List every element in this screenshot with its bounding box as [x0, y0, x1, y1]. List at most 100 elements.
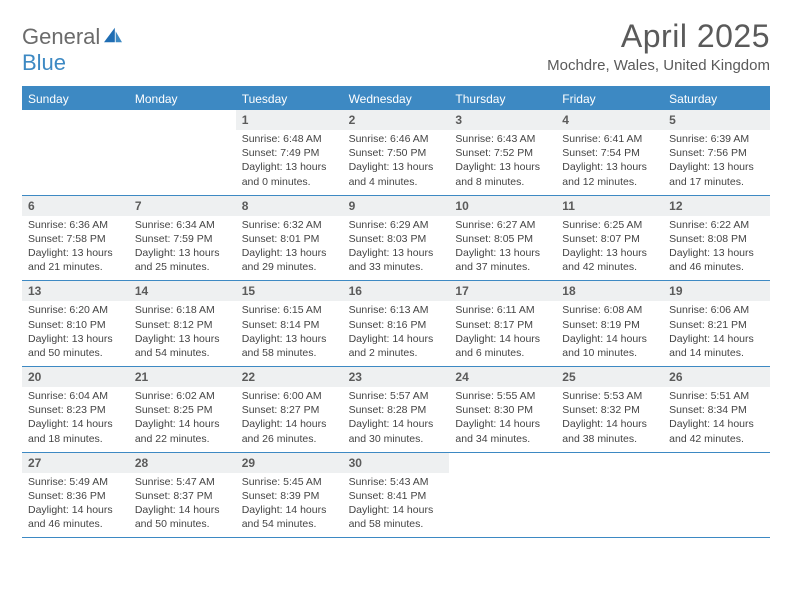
day-cell: 28Sunrise: 5:47 AMSunset: 8:37 PMDayligh… [129, 453, 236, 538]
week-row: 27Sunrise: 5:49 AMSunset: 8:36 PMDayligh… [22, 453, 770, 539]
day-cell: 19Sunrise: 6:06 AMSunset: 8:21 PMDayligh… [663, 281, 770, 366]
day-cell: 12Sunrise: 6:22 AMSunset: 8:08 PMDayligh… [663, 196, 770, 281]
day-number: 24 [449, 367, 556, 387]
dow-tuesday: Tuesday [236, 88, 343, 110]
week-row: 13Sunrise: 6:20 AMSunset: 8:10 PMDayligh… [22, 281, 770, 367]
daylight-text: Daylight: 14 hours and 22 minutes. [135, 417, 230, 445]
day-cell: . [129, 110, 236, 195]
sunset-text: Sunset: 8:16 PM [349, 318, 444, 332]
daylight-text: Daylight: 13 hours and 54 minutes. [135, 332, 230, 360]
day-data: Sunrise: 5:57 AMSunset: 8:28 PMDaylight:… [343, 387, 450, 452]
day-data: Sunrise: 6:25 AMSunset: 8:07 PMDaylight:… [556, 216, 663, 281]
sunrise-text: Sunrise: 6:11 AM [455, 303, 550, 317]
day-cell: 15Sunrise: 6:15 AMSunset: 8:14 PMDayligh… [236, 281, 343, 366]
sunset-text: Sunset: 7:49 PM [242, 146, 337, 160]
daylight-text: Daylight: 14 hours and 10 minutes. [562, 332, 657, 360]
sunrise-text: Sunrise: 6:02 AM [135, 389, 230, 403]
day-cell: 23Sunrise: 5:57 AMSunset: 8:28 PMDayligh… [343, 367, 450, 452]
day-data: Sunrise: 6:27 AMSunset: 8:05 PMDaylight:… [449, 216, 556, 281]
day-data: Sunrise: 5:49 AMSunset: 8:36 PMDaylight:… [22, 473, 129, 538]
daylight-text: Daylight: 13 hours and 37 minutes. [455, 246, 550, 274]
sunset-text: Sunset: 7:56 PM [669, 146, 764, 160]
day-cell: 17Sunrise: 6:11 AMSunset: 8:17 PMDayligh… [449, 281, 556, 366]
calendar-body: ..1Sunrise: 6:48 AMSunset: 7:49 PMDaylig… [22, 110, 770, 538]
day-data: Sunrise: 6:39 AMSunset: 7:56 PMDaylight:… [663, 130, 770, 195]
day-data: Sunrise: 6:04 AMSunset: 8:23 PMDaylight:… [22, 387, 129, 452]
day-cell: 5Sunrise: 6:39 AMSunset: 7:56 PMDaylight… [663, 110, 770, 195]
day-data: Sunrise: 6:29 AMSunset: 8:03 PMDaylight:… [343, 216, 450, 281]
sunset-text: Sunset: 7:59 PM [135, 232, 230, 246]
dow-friday: Friday [556, 88, 663, 110]
day-cell: 2Sunrise: 6:46 AMSunset: 7:50 PMDaylight… [343, 110, 450, 195]
day-number: 17 [449, 281, 556, 301]
daylight-text: Daylight: 13 hours and 33 minutes. [349, 246, 444, 274]
sunrise-text: Sunrise: 5:53 AM [562, 389, 657, 403]
sunrise-text: Sunrise: 6:27 AM [455, 218, 550, 232]
day-number: 19 [663, 281, 770, 301]
day-cell: 24Sunrise: 5:55 AMSunset: 8:30 PMDayligh… [449, 367, 556, 452]
day-cell: 14Sunrise: 6:18 AMSunset: 8:12 PMDayligh… [129, 281, 236, 366]
day-cell: 11Sunrise: 6:25 AMSunset: 8:07 PMDayligh… [556, 196, 663, 281]
day-number: 12 [663, 196, 770, 216]
day-cell: 3Sunrise: 6:43 AMSunset: 7:52 PMDaylight… [449, 110, 556, 195]
daylight-text: Daylight: 13 hours and 4 minutes. [349, 160, 444, 188]
day-data: Sunrise: 6:41 AMSunset: 7:54 PMDaylight:… [556, 130, 663, 195]
day-cell: 9Sunrise: 6:29 AMSunset: 8:03 PMDaylight… [343, 196, 450, 281]
day-cell: . [556, 453, 663, 538]
dow-wednesday: Wednesday [343, 88, 450, 110]
sunset-text: Sunset: 8:34 PM [669, 403, 764, 417]
sunrise-text: Sunrise: 6:43 AM [455, 132, 550, 146]
sunrise-text: Sunrise: 6:13 AM [349, 303, 444, 317]
dow-thursday: Thursday [449, 88, 556, 110]
day-data: Sunrise: 5:51 AMSunset: 8:34 PMDaylight:… [663, 387, 770, 452]
sunset-text: Sunset: 8:14 PM [242, 318, 337, 332]
day-data: Sunrise: 6:06 AMSunset: 8:21 PMDaylight:… [663, 301, 770, 366]
daylight-text: Daylight: 13 hours and 58 minutes. [242, 332, 337, 360]
month-title: April 2025 [547, 18, 770, 55]
day-number: 13 [22, 281, 129, 301]
day-data: Sunrise: 6:46 AMSunset: 7:50 PMDaylight:… [343, 130, 450, 195]
day-number: 16 [343, 281, 450, 301]
sunset-text: Sunset: 7:50 PM [349, 146, 444, 160]
day-data: Sunrise: 6:36 AMSunset: 7:58 PMDaylight:… [22, 216, 129, 281]
sunset-text: Sunset: 8:17 PM [455, 318, 550, 332]
day-number: 30 [343, 453, 450, 473]
sunrise-text: Sunrise: 6:08 AM [562, 303, 657, 317]
day-number: 14 [129, 281, 236, 301]
day-data: Sunrise: 6:34 AMSunset: 7:59 PMDaylight:… [129, 216, 236, 281]
sunrise-text: Sunrise: 5:43 AM [349, 475, 444, 489]
day-number: 4 [556, 110, 663, 130]
sunset-text: Sunset: 8:37 PM [135, 489, 230, 503]
day-cell: 18Sunrise: 6:08 AMSunset: 8:19 PMDayligh… [556, 281, 663, 366]
day-data: Sunrise: 6:20 AMSunset: 8:10 PMDaylight:… [22, 301, 129, 366]
day-data: Sunrise: 6:32 AMSunset: 8:01 PMDaylight:… [236, 216, 343, 281]
sunrise-text: Sunrise: 5:49 AM [28, 475, 123, 489]
sunrise-text: Sunrise: 6:46 AM [349, 132, 444, 146]
daylight-text: Daylight: 13 hours and 50 minutes. [28, 332, 123, 360]
day-data: Sunrise: 6:08 AMSunset: 8:19 PMDaylight:… [556, 301, 663, 366]
day-data: Sunrise: 6:02 AMSunset: 8:25 PMDaylight:… [129, 387, 236, 452]
sunset-text: Sunset: 8:28 PM [349, 403, 444, 417]
day-number: 2 [343, 110, 450, 130]
sunrise-text: Sunrise: 6:29 AM [349, 218, 444, 232]
logo-word-1: General [22, 24, 100, 49]
sunset-text: Sunset: 7:52 PM [455, 146, 550, 160]
day-cell: . [663, 453, 770, 538]
daylight-text: Daylight: 13 hours and 42 minutes. [562, 246, 657, 274]
page: General Blue April 2025 Mochdre, Wales, … [0, 0, 792, 556]
daylight-text: Daylight: 13 hours and 46 minutes. [669, 246, 764, 274]
day-cell: 10Sunrise: 6:27 AMSunset: 8:05 PMDayligh… [449, 196, 556, 281]
sunset-text: Sunset: 8:05 PM [455, 232, 550, 246]
sunrise-text: Sunrise: 5:45 AM [242, 475, 337, 489]
daylight-text: Daylight: 13 hours and 21 minutes. [28, 246, 123, 274]
week-row: ..1Sunrise: 6:48 AMSunset: 7:49 PMDaylig… [22, 110, 770, 196]
day-cell: 27Sunrise: 5:49 AMSunset: 8:36 PMDayligh… [22, 453, 129, 538]
daylight-text: Daylight: 14 hours and 2 minutes. [349, 332, 444, 360]
dow-sunday: Sunday [22, 88, 129, 110]
day-cell: 26Sunrise: 5:51 AMSunset: 8:34 PMDayligh… [663, 367, 770, 452]
day-data: Sunrise: 6:13 AMSunset: 8:16 PMDaylight:… [343, 301, 450, 366]
day-number: 26 [663, 367, 770, 387]
daylight-text: Daylight: 13 hours and 17 minutes. [669, 160, 764, 188]
day-data: Sunrise: 6:22 AMSunset: 8:08 PMDaylight:… [663, 216, 770, 281]
sunset-text: Sunset: 8:25 PM [135, 403, 230, 417]
